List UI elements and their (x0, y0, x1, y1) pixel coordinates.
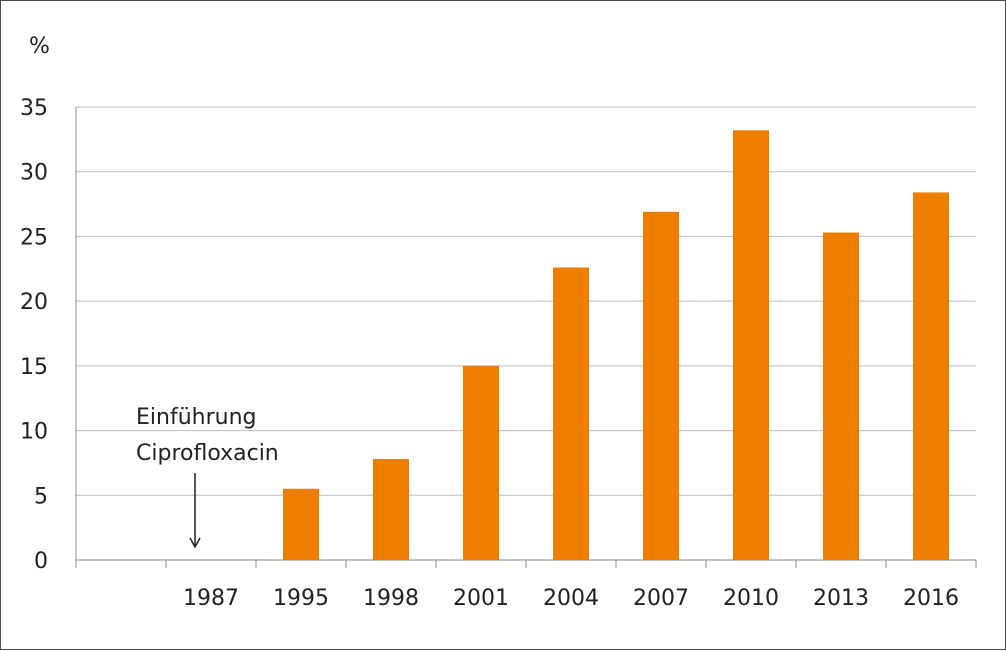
y-axis-label: % (29, 34, 50, 59)
bar (373, 459, 409, 560)
annotation-line-2: Ciprofloxacin (136, 441, 279, 466)
x-tick-label: 2016 (903, 586, 959, 611)
bar (913, 192, 949, 560)
annotation-line-1: Einführung (136, 405, 256, 430)
bar (823, 232, 859, 560)
x-tick-label: 2001 (453, 586, 509, 611)
bar (553, 267, 589, 560)
x-tick-label: 1995 (273, 586, 329, 611)
x-tick-label: 1987 (183, 586, 239, 611)
y-tick-label: 25 (20, 225, 48, 250)
y-tick-label: 15 (20, 355, 48, 380)
x-tick-labels: 1987 1995 1998 2001 2004 2007 2010 2013 2016 (183, 586, 959, 611)
x-tick-label: 2007 (633, 586, 689, 611)
bar (643, 211, 679, 560)
y-tick-label: 5 (34, 484, 48, 509)
bars (283, 130, 949, 560)
x-tick-label: 2004 (543, 586, 599, 611)
y-tick-label: 0 (34, 549, 48, 574)
bar (733, 130, 769, 560)
gridlines (76, 106, 976, 496)
y-tick-label: 35 (20, 96, 48, 121)
bar (283, 488, 319, 560)
x-tick-label: 2010 (723, 586, 779, 611)
annotation-arrow-head (189, 537, 201, 549)
y-tick-label: 20 (20, 290, 48, 315)
y-tick-label: 30 (20, 161, 48, 186)
y-tick-labels: 0 5 10 15 20 25 30 35 (20, 96, 48, 574)
x-tick-label: 1998 (363, 586, 419, 611)
annotation: Einführung Ciprofloxacin (136, 405, 279, 549)
y-tick-label: 10 (20, 420, 48, 445)
x-tick-label: 2013 (813, 586, 869, 611)
bar (463, 365, 499, 560)
